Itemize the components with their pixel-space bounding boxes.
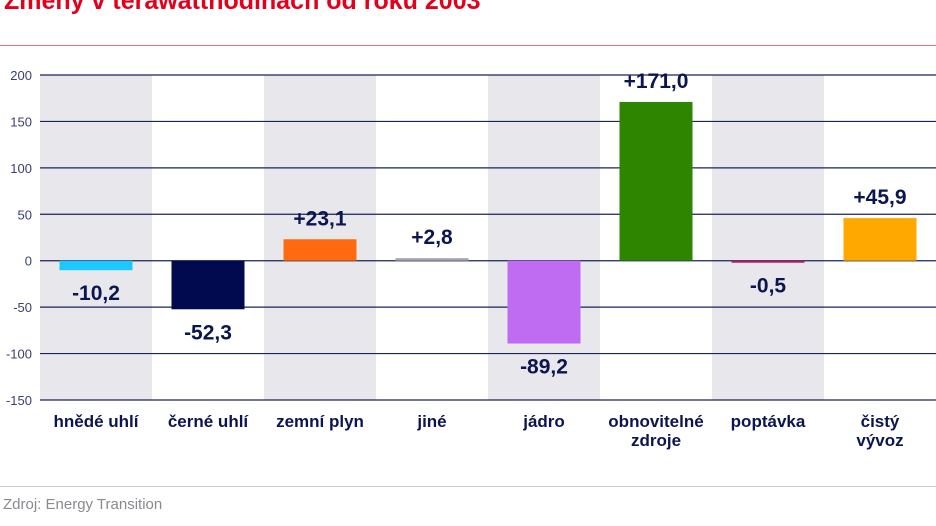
y-tick-label: 150 (10, 114, 32, 129)
y-tick-label: -100 (6, 347, 32, 362)
bar (507, 260, 581, 344)
category-label: poptávka (731, 412, 806, 431)
category-label: zdroje (631, 431, 681, 450)
category-label: hnědé uhlí (54, 412, 140, 431)
value-label: -52,3 (184, 321, 232, 344)
y-tick-label: 100 (10, 161, 32, 176)
title-divider (0, 45, 936, 46)
bar (395, 258, 469, 261)
category-band (488, 75, 600, 400)
value-label: -10,2 (72, 282, 120, 305)
category-band (712, 75, 824, 400)
x-axis-labels: hnědé uhlí černé uhlí zemní plyn jiné jádro o… (54, 412, 904, 450)
source-note: Zdroj: Energy Transition (3, 496, 163, 513)
category-label: jiné (416, 412, 446, 431)
y-tick-label: -150 (6, 393, 32, 408)
y-tick-label: 0 (25, 254, 32, 269)
bar (731, 260, 805, 263)
y-tick-label: 200 (10, 68, 32, 83)
bar (619, 101, 693, 261)
bar (171, 260, 245, 310)
category-label: černé uhlí (168, 412, 250, 431)
y-tick-label: -50 (13, 300, 32, 315)
value-label: +23,1 (293, 207, 346, 230)
category-label: obnovitelné (608, 412, 703, 431)
y-axis-ticks: 200 150 100 50 0 -50 -100 -150 (6, 68, 32, 408)
category-band (40, 75, 152, 400)
category-label: zemní plyn (276, 412, 364, 431)
bar (283, 239, 357, 261)
bars (59, 101, 917, 344)
value-label: +171,0 (624, 70, 689, 93)
chart-title: Změny v terawatthodinách od roku 2003 (4, 0, 481, 15)
bar (59, 260, 133, 271)
value-label: -89,2 (520, 356, 568, 379)
category-band (264, 75, 376, 400)
value-label: +45,9 (853, 186, 906, 209)
source-divider (0, 486, 936, 487)
bar (843, 218, 917, 261)
category-label: čistý (861, 412, 900, 431)
bar-chart: 200 150 100 50 0 -50 -100 -150 -10,2 -52,3 +23,1 +… (6, 68, 936, 450)
value-labels: -10,2 -52,3 +23,1 +2,8 -89,2 +171,0 -0,5 +45,9 (72, 70, 907, 379)
category-label: vývoz (856, 431, 903, 450)
value-label: +2,8 (411, 226, 453, 249)
category-bands (40, 75, 824, 400)
y-tick-label: 50 (18, 207, 32, 222)
value-label: -0,5 (750, 275, 787, 298)
category-label: jádro (522, 412, 565, 431)
